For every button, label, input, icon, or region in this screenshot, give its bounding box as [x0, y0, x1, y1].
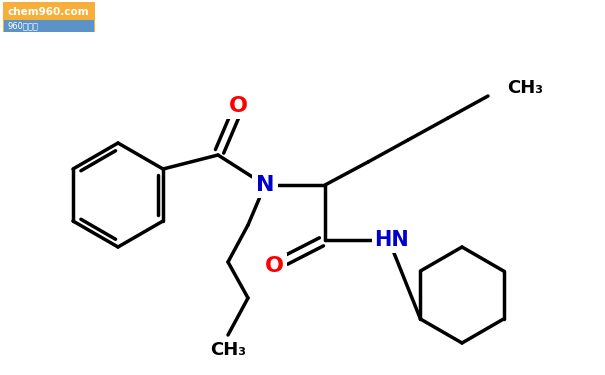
- Text: N: N: [256, 175, 274, 195]
- Text: HN: HN: [374, 230, 410, 250]
- FancyBboxPatch shape: [4, 20, 94, 32]
- Text: O: O: [229, 96, 247, 116]
- Text: 960化工网: 960化工网: [8, 21, 39, 30]
- FancyBboxPatch shape: [3, 2, 95, 32]
- Text: CH₃: CH₃: [210, 341, 246, 359]
- Text: CH₃: CH₃: [507, 79, 543, 97]
- Text: O: O: [264, 256, 284, 276]
- Text: chem960.com: chem960.com: [8, 7, 90, 17]
